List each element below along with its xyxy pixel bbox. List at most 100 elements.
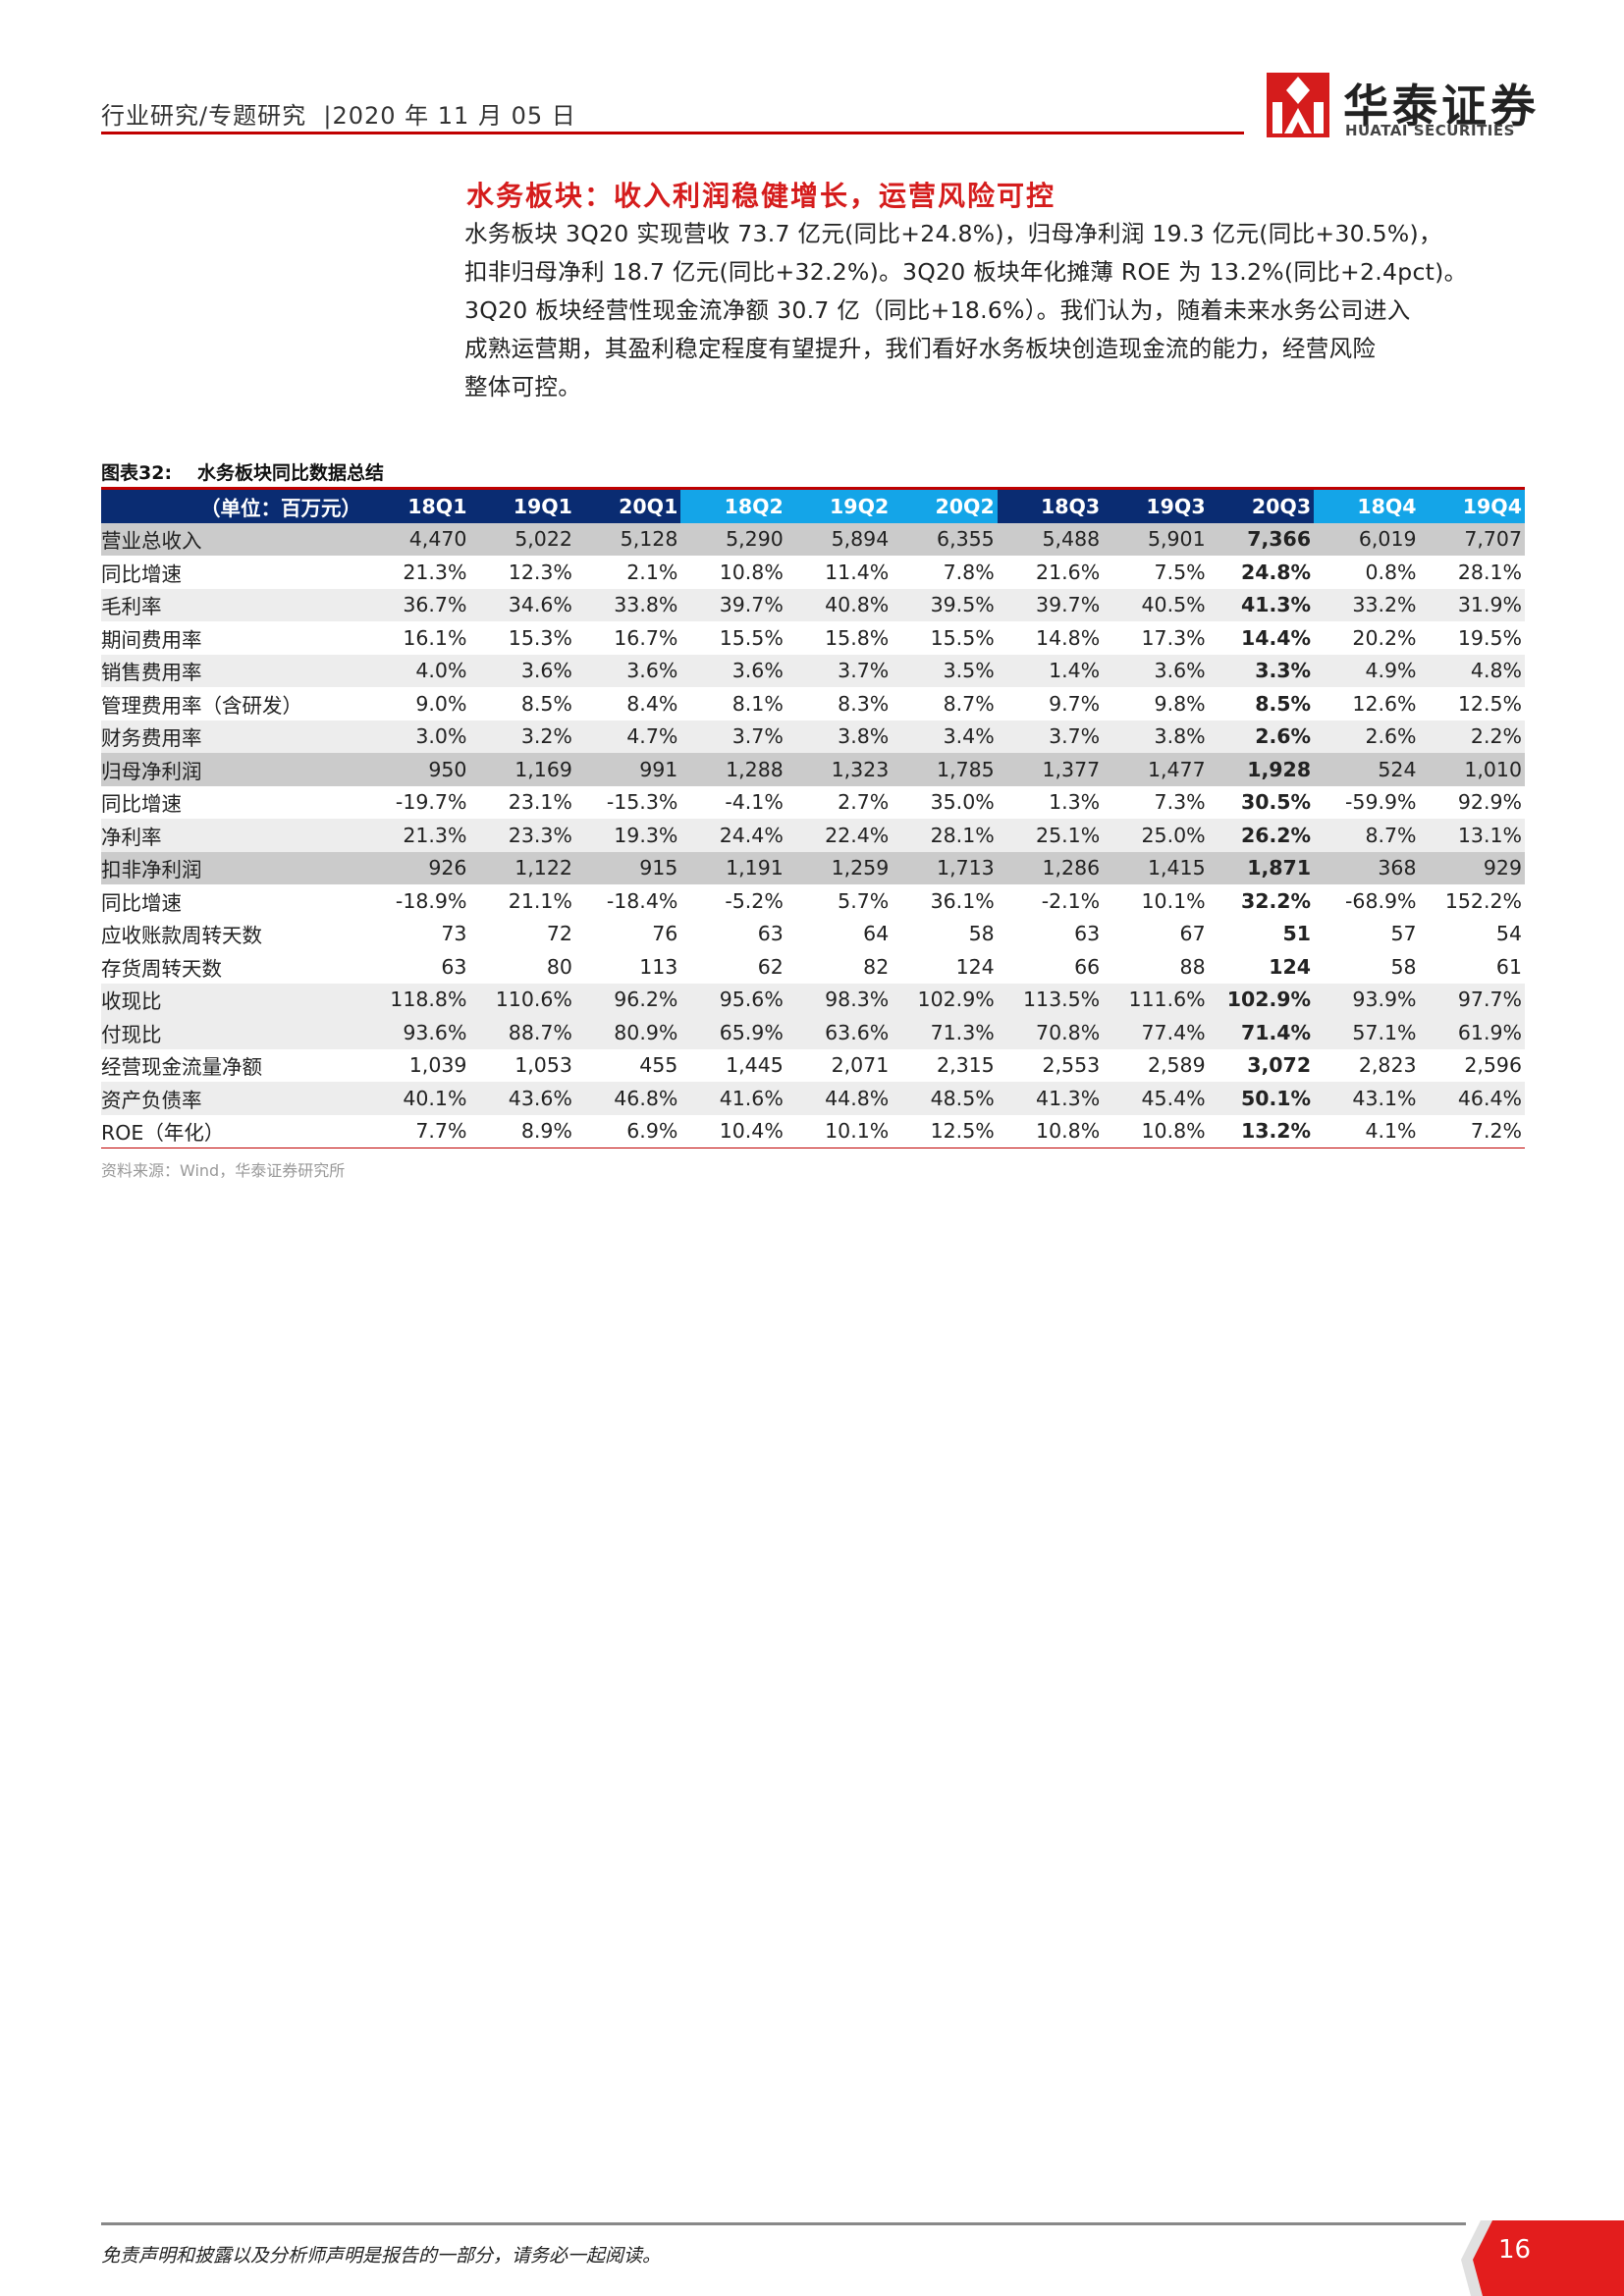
- table-row: 毛利率 36.7% 34.6% 33.8% 39.7% 40.8% 39.5% 39.7% 40…: [101, 588, 1525, 621]
- table-cell: 31.9%: [1419, 588, 1525, 621]
- row-label: 存货周转天数: [101, 950, 364, 984]
- section-paragraph: 水务板块 3Q20 实现营收 73.7 亿元(同比+24.8%)，归母净利润 1…: [464, 215, 1546, 406]
- table-cell: 82: [785, 950, 893, 984]
- section-title: 水务板块：收入利润稳健增长，运营风险可控: [466, 180, 1056, 212]
- table-cell: 67: [1103, 917, 1209, 950]
- table-cell: 3.7%: [785, 654, 893, 687]
- table-cell: 5,128: [574, 522, 681, 556]
- table-cell: -59.9%: [1314, 785, 1420, 819]
- row-label: 付现比: [101, 1016, 364, 1049]
- table-cell: 73: [364, 917, 470, 950]
- column-header: 18Q1: [364, 488, 470, 523]
- table-cell: 12.6%: [1314, 687, 1420, 721]
- table-cell: 80.9%: [574, 1016, 681, 1049]
- figure-title: 水务板块同比数据总结: [197, 462, 385, 484]
- table-cell: 113.5%: [997, 983, 1104, 1016]
- table-cell: 98.3%: [785, 983, 893, 1016]
- table-cell: 1,928: [1208, 753, 1315, 786]
- table-cell: 2.1%: [574, 556, 681, 589]
- table-cell: -18.9%: [364, 884, 470, 918]
- table-cell: 4.1%: [1314, 1114, 1420, 1148]
- table-cell: 8.3%: [785, 687, 893, 721]
- logo-english-name: HUATAI SECURITIES: [1345, 122, 1515, 139]
- table-cell: 14.8%: [997, 621, 1104, 655]
- row-label: 扣非净利润: [101, 851, 364, 884]
- table-cell: 7.2%: [1419, 1114, 1525, 1148]
- table-cell: 39.5%: [892, 588, 998, 621]
- table-cell: 2.6%: [1208, 720, 1315, 753]
- table-cell: 152.2%: [1419, 884, 1525, 918]
- table-cell: 23.3%: [469, 819, 575, 852]
- table-cell: 926: [364, 851, 470, 884]
- table-cell: 21.3%: [364, 819, 470, 852]
- table-cell: 110.6%: [469, 983, 575, 1016]
- table-cell: 88: [1103, 950, 1209, 984]
- page-number: 16: [1498, 2235, 1532, 2265]
- row-label: 资产负债率: [101, 1082, 364, 1115]
- table-cell: 71.3%: [892, 1016, 998, 1049]
- row-label: 财务费用率: [101, 720, 364, 753]
- table-cell: 36.1%: [892, 884, 998, 918]
- footer-disclaimer: 免责声明和披露以及分析师声明是报告的一部分，请务必一起阅读。: [101, 2245, 662, 2267]
- table-cell: 1,871: [1208, 851, 1315, 884]
- table-cell: 6,019: [1314, 522, 1420, 556]
- table-cell: 4.8%: [1419, 654, 1525, 687]
- table-cell: 1.3%: [997, 785, 1104, 819]
- table-cell: 57: [1314, 917, 1420, 950]
- report-header: 行业研究/专题研究 |2020 年 11 月 05 日: [101, 96, 576, 131]
- figure-number: 图表32:: [101, 462, 173, 484]
- table-cell: 3.2%: [469, 720, 575, 753]
- table-cell: 1,169: [469, 753, 575, 786]
- table-cell: 34.6%: [469, 588, 575, 621]
- table-cell: 5,894: [785, 522, 893, 556]
- table-cell: 16.1%: [364, 621, 470, 655]
- table-cell: 1,286: [997, 851, 1104, 884]
- table-header-row: （单位：百万元） 18Q1 19Q1 20Q1 18Q2 19Q2 20Q2 1…: [101, 488, 1525, 523]
- table-cell: 12.5%: [1419, 687, 1525, 721]
- table-cell: 1,377: [997, 753, 1104, 786]
- table-cell: 63: [680, 917, 786, 950]
- table-cell: 5,488: [997, 522, 1104, 556]
- table-cell: 915: [574, 851, 681, 884]
- table-cell: 3.5%: [892, 654, 998, 687]
- column-header: 19Q2: [785, 488, 893, 523]
- table-cell: 0.8%: [1314, 556, 1420, 589]
- table-cell: 15.5%: [892, 621, 998, 655]
- table-cell: 455: [574, 1048, 681, 1082]
- table-cell: 96.2%: [574, 983, 681, 1016]
- table-cell: 30.5%: [1208, 785, 1315, 819]
- table-cell: 16.7%: [574, 621, 681, 655]
- summary-table: （单位：百万元） 18Q1 19Q1 20Q1 18Q2 19Q2 20Q2 1…: [101, 487, 1525, 1148]
- table-cell: 39.7%: [680, 588, 786, 621]
- table-cell: 11.4%: [785, 556, 893, 589]
- row-label: ROE（年化）: [101, 1114, 364, 1148]
- table-row: ROE（年化） 7.7% 8.9% 6.9% 10.4% 10.1% 12.5% 10.8% 1…: [101, 1114, 1525, 1148]
- table-cell: 15.5%: [680, 621, 786, 655]
- table-cell: 5,901: [1103, 522, 1209, 556]
- table-cell: 92.9%: [1419, 785, 1525, 819]
- table-cell: 12.3%: [469, 556, 575, 589]
- table-cell: 25.0%: [1103, 819, 1209, 852]
- table-cell: 5,290: [680, 522, 786, 556]
- table-cell: 28.1%: [892, 819, 998, 852]
- column-header: 20Q2: [892, 488, 998, 523]
- table-cell: 118.8%: [364, 983, 470, 1016]
- table-cell: 2.6%: [1314, 720, 1420, 753]
- table-cell: 1,445: [680, 1048, 786, 1082]
- table-cell: 3.7%: [680, 720, 786, 753]
- table-cell: 3.4%: [892, 720, 998, 753]
- table-cell: 3.0%: [364, 720, 470, 753]
- table-cell: 2,823: [1314, 1048, 1420, 1082]
- table-cell: 97.7%: [1419, 983, 1525, 1016]
- table-cell: 12.5%: [892, 1114, 998, 1148]
- table-cell: 3.8%: [1103, 720, 1209, 753]
- table-cell: 991: [574, 753, 681, 786]
- page-number-tab: [1461, 2220, 1624, 2296]
- row-label: 应收账款周转天数: [101, 917, 364, 950]
- table-cell: 41.3%: [997, 1082, 1104, 1115]
- table-row: 同比增速 -18.9% 21.1% -18.4% -5.2% 5.7% 36.1% -2.1%…: [101, 884, 1525, 918]
- table-cell: 1,010: [1419, 753, 1525, 786]
- table-cell: 77.4%: [1103, 1016, 1209, 1049]
- table-cell: 10.8%: [680, 556, 786, 589]
- table-cell: -5.2%: [680, 884, 786, 918]
